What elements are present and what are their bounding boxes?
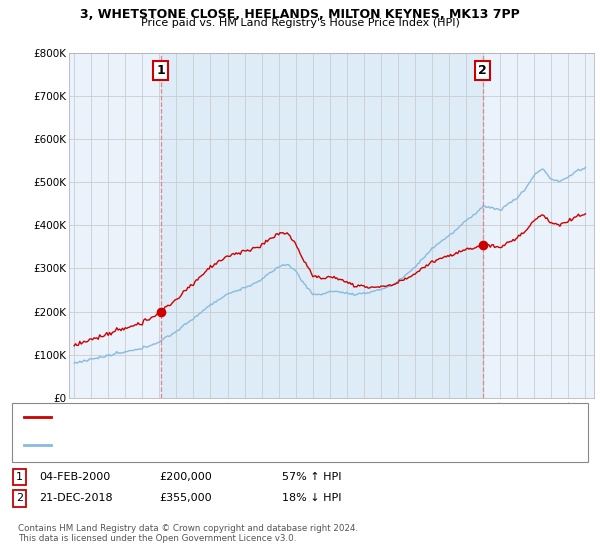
Bar [161,53,482,398]
Text: 04-FEB-2000: 04-FEB-2000 [39,472,110,482]
Text: 18% ↓ HPI: 18% ↓ HPI [282,493,341,503]
Text: £355,000: £355,000 [159,493,212,503]
Text: 3, WHETSTONE CLOSE, HEELANDS, MILTON KEYNES, MK13 7PP (detached house): 3, WHETSTONE CLOSE, HEELANDS, MILTON KEY… [57,412,460,422]
Text: £200,000: £200,000 [159,472,212,482]
Text: 2: 2 [16,493,23,503]
Text: 3, WHETSTONE CLOSE, HEELANDS, MILTON KEYNES, MK13 7PP: 3, WHETSTONE CLOSE, HEELANDS, MILTON KEY… [80,8,520,21]
Text: 1: 1 [16,472,23,482]
Text: Price paid vs. HM Land Registry's House Price Index (HPI): Price paid vs. HM Land Registry's House … [140,18,460,29]
Text: 57% ↑ HPI: 57% ↑ HPI [282,472,341,482]
Text: Contains HM Land Registry data © Crown copyright and database right 2024.
This d: Contains HM Land Registry data © Crown c… [18,524,358,543]
Text: HPI: Average price, detached house, Milton Keynes: HPI: Average price, detached house, Milt… [57,440,311,450]
Text: 1: 1 [157,64,165,77]
Text: 2: 2 [478,64,487,77]
Text: 21-DEC-2018: 21-DEC-2018 [39,493,113,503]
